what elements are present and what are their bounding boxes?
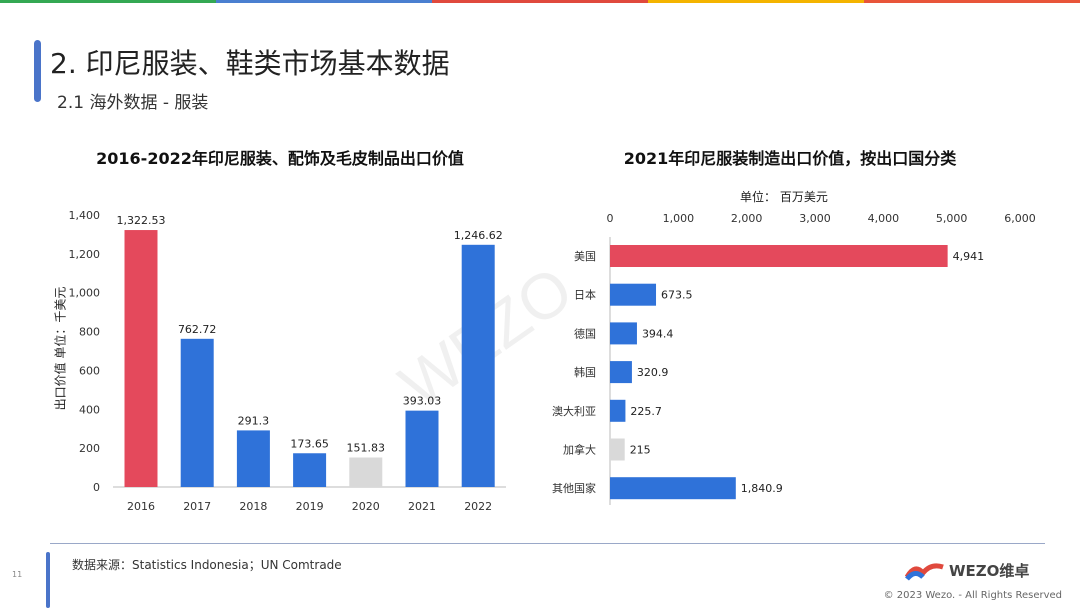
bar-2017 (180, 338, 214, 487)
x-tick-label: 4,000 (868, 212, 900, 225)
title-accent (34, 40, 41, 102)
data-label: 4,941 (953, 250, 985, 263)
y-tick-label: 400 (79, 403, 100, 416)
top-bar-segment (216, 0, 432, 3)
data-label: 320.9 (637, 366, 669, 379)
x-tick-label: 2016 (127, 500, 155, 513)
x-tick-label: 5,000 (936, 212, 968, 225)
left-chart-title: 2016-2022年印尼服装、配饰及毛皮制品出口价值 (96, 149, 464, 168)
right-chart-unit: 单位： 百万美元 (740, 190, 828, 204)
data-label: 393.03 (403, 395, 442, 408)
x-tick-label: 2,000 (731, 212, 763, 225)
bar-韩国 (610, 361, 632, 384)
x-tick-label: 2021 (408, 500, 436, 513)
page-number: 11 (12, 570, 23, 579)
y-tick-label: 美国 (574, 250, 596, 263)
y-tick-label: 600 (79, 364, 100, 377)
bar-其他国家 (610, 477, 736, 500)
top-color-bar (0, 0, 1080, 3)
bar-澳大利亚 (610, 399, 626, 422)
y-tick-label: 1,200 (69, 248, 101, 261)
top-bar-segment (432, 0, 648, 3)
data-label: 151.83 (347, 442, 386, 455)
bar-德国 (610, 322, 637, 345)
data-label: 215 (630, 444, 651, 457)
data-label: 225.7 (630, 405, 662, 418)
x-tick-label: 1,000 (663, 212, 695, 225)
y-tick-label: 加拿大 (563, 443, 596, 457)
y-tick-label: 澳大利亚 (552, 404, 596, 418)
y-tick-label: 0 (93, 481, 100, 494)
bar-日本 (610, 283, 657, 306)
footer-divider (50, 543, 1045, 544)
data-label: 1,322.53 (117, 214, 166, 227)
bar-2018 (236, 430, 270, 487)
logo-icon (905, 562, 944, 581)
y-tick-label: 1,000 (69, 287, 101, 300)
page-title: 2. 印尼服装、鞋类市场基本数据 (50, 47, 450, 80)
data-label: 762.72 (178, 323, 217, 336)
data-label: 394.4 (642, 327, 674, 340)
data-label: 673.5 (661, 289, 693, 302)
data-source: 数据来源：Statistics Indonesia；UN Comtrade (72, 558, 342, 572)
y-tick-label: 800 (79, 326, 100, 339)
footer-accent (46, 552, 50, 608)
y-tick-label: 200 (79, 442, 100, 455)
x-tick-label: 6,000 (1004, 212, 1036, 225)
data-label: 291.3 (238, 414, 270, 427)
y-tick-label: 其他国家 (552, 481, 596, 495)
x-tick-label: 2018 (239, 500, 267, 513)
page-subtitle: 2.1 海外数据 - 服装 (57, 93, 209, 113)
y-tick-label: 韩国 (574, 365, 596, 379)
data-label: 173.65 (290, 437, 329, 450)
right-chart-title: 2021年印尼服装制造出口价值，按出口国分类 (623, 149, 957, 168)
top-bar-segment (0, 0, 216, 3)
top-bar-segment (648, 0, 864, 3)
bar-2016 (124, 230, 158, 487)
bar-加拿大 (610, 438, 625, 461)
wezo-logo: WEZO维卓 (905, 560, 1029, 581)
x-tick-label: 2019 (296, 500, 324, 513)
data-label: 1,246.62 (454, 229, 503, 242)
x-tick-label: 0 (607, 212, 614, 225)
data-label: 1,840.9 (741, 482, 783, 495)
x-tick-label: 2017 (183, 500, 211, 513)
x-tick-label: 2022 (464, 500, 492, 513)
bar-美国 (610, 245, 948, 267)
bar-2022 (461, 244, 495, 487)
y-tick-label: 日本 (574, 288, 596, 302)
bar-2021 (405, 410, 439, 487)
y-tick-label: 德国 (574, 326, 596, 340)
x-tick-label: 2020 (352, 500, 380, 513)
y-tick-label: 1,400 (69, 209, 101, 222)
bar-2019 (293, 453, 327, 487)
x-tick-label: 3,000 (799, 212, 831, 225)
copyright: © 2023 Wezo. - All Rights Reserved (883, 590, 1062, 601)
bar-2020 (349, 457, 383, 487)
top-bar-segment (864, 0, 1080, 3)
logo-text: WEZO维卓 (949, 562, 1030, 580)
